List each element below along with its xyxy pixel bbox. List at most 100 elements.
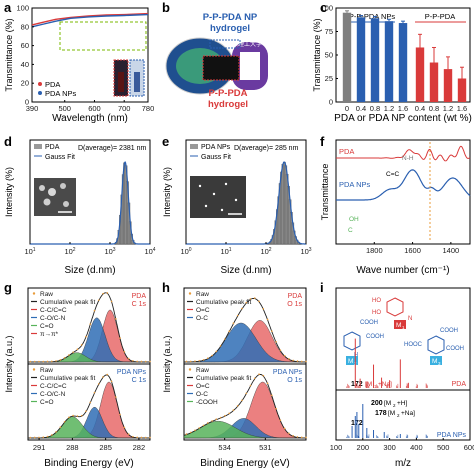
top-raw-point — [228, 330, 230, 333]
panel-h-xlabel: Binding Energy (eV) — [200, 458, 290, 469]
legend-label-pda-nps-hist: PDA NPs — [201, 144, 231, 151]
top-raw-point — [97, 299, 100, 301]
panel-c-group2: P-P-PDA — [425, 12, 455, 21]
panel-d-xlabel: Size (d.nm) — [64, 265, 115, 276]
panel-label-h: h — [162, 280, 170, 295]
top-raw-point — [224, 338, 226, 340]
x-tick-label: 400 — [410, 443, 423, 452]
peak-annotation-200: 200 [M 2 +H] — [371, 400, 407, 408]
x-tick-label: 100 — [180, 247, 191, 256]
bottom-raw-point — [288, 432, 290, 435]
bottom-raw-point — [97, 383, 100, 385]
bottom-raw-point — [119, 413, 121, 416]
panel-g-tag-top2: C 1s — [132, 301, 147, 308]
panel-g-ticks: 291 288 285 282 — [33, 438, 145, 452]
top-legend-label: C-O/C-N — [40, 315, 66, 322]
sem-particle — [198, 184, 202, 188]
gauss-fit-line — [30, 161, 150, 245]
panel-i-frame — [335, 287, 471, 441]
bottom-legend-marker — [188, 368, 192, 371]
panel-f-plot — [336, 145, 471, 201]
x-tick-label: 780 — [142, 104, 155, 113]
panel-b: b P-P-PDA NP hydrogel 北京理工大学 P-P-PDA hyd… — [162, 0, 268, 110]
panel-b-bottom-text2: hydrogel — [208, 99, 248, 110]
peak-178-label: [M — [388, 410, 395, 417]
x-tick-label: 500 — [437, 443, 450, 452]
logo-text: 北京理工大学 — [226, 40, 262, 48]
x-tick-label: 0.8 — [429, 104, 439, 113]
top-legend-label: O-C — [196, 315, 208, 322]
bar-3 — [384, 21, 394, 102]
top-raw-point — [241, 307, 243, 310]
x-tick-label: 282 — [133, 443, 146, 452]
top-raw-point — [72, 351, 74, 353]
series-line-pda — [336, 145, 471, 162]
top-raw-point — [127, 357, 130, 360]
panel-i-ticks: 100 200 300 400 500 600 — [330, 438, 474, 452]
bottom-raw-point — [271, 394, 273, 397]
panel-a-plot — [31, 12, 149, 28]
panel-label-c: c — [320, 0, 327, 15]
structure-m3-label: M — [432, 358, 437, 365]
panel-i-plot — [346, 338, 428, 438]
top-raw-point — [292, 359, 294, 362]
panel-h-plot — [183, 297, 307, 439]
legend-marker-pda-nps-hist — [190, 144, 198, 149]
panel-h-tag-top: PDA — [288, 293, 303, 300]
panel-g-xlabel: Binding Energy (eV) — [44, 458, 134, 469]
x-tick-label: 101 — [24, 247, 35, 256]
bottom-legend-label: C-C/C=C — [40, 383, 67, 390]
peak-178-sub: 2 — [397, 413, 400, 418]
top-raw-point — [93, 309, 96, 312]
x-tick-label: 531 — [259, 443, 272, 452]
top-raw-point — [59, 359, 62, 361]
y-tick-label: 0 — [25, 98, 29, 107]
panel-e-xlabel: Size (d.nm) — [220, 265, 271, 276]
bottom-raw-point — [72, 414, 74, 417]
structure-m1-ho2: HO — [372, 310, 381, 316]
sem-particle — [212, 192, 216, 196]
bottom-raw-point — [279, 419, 282, 421]
bottom-legend-label: O-C — [196, 391, 208, 398]
x-tick-label: 600 — [88, 104, 101, 113]
x-tick-label: 0.8 — [370, 104, 380, 113]
panel-e-ylabel: Intensity (%) — [162, 167, 172, 217]
bottom-raw-point — [275, 407, 277, 410]
bottom-raw-point — [80, 414, 83, 417]
structure-m3-badge — [430, 356, 442, 365]
structure-m2-h: H — [354, 352, 358, 358]
bottom-raw-point — [215, 418, 218, 420]
bottom-raw-point — [219, 416, 222, 419]
structure-m3-sub: 3 — [438, 361, 441, 366]
top-raw-point — [232, 322, 235, 325]
bottom-raw-point — [42, 436, 45, 438]
series-line-pda-nps — [336, 169, 471, 201]
bar-2 — [370, 18, 380, 103]
top-raw-point — [258, 300, 260, 303]
top-legend-label: Raw — [196, 291, 209, 298]
top-cumulative-fit — [184, 297, 306, 363]
panel-a-ylabel: Transmittance (%) — [4, 18, 14, 91]
x-tick-label: 0.4 — [356, 104, 366, 113]
bottom-raw-point — [68, 416, 70, 419]
bottom-raw-point — [102, 376, 104, 378]
top-raw-point — [236, 314, 239, 317]
panel-f-xlabel: Wave number (cm⁻¹) — [356, 265, 449, 276]
panel-g-ylabel: Intensity (a.u.) — [4, 335, 14, 392]
peak-200-label: [M — [384, 400, 391, 407]
top-raw-point — [215, 350, 218, 353]
top-raw-point — [279, 349, 282, 351]
sem-particle — [39, 185, 45, 191]
top-raw-point — [102, 292, 104, 295]
bottom-raw-point — [266, 382, 269, 385]
x-tick-label: 1.6 — [457, 104, 467, 113]
structure-m1-sub: 1 — [402, 325, 405, 330]
inset-vial-pda-nps — [134, 72, 140, 92]
panel-e-ticks: 100 101 102 103 — [180, 242, 312, 256]
bottom-raw-point — [33, 436, 36, 439]
bottom-raw-point — [185, 433, 188, 435]
bottom-raw-point — [198, 427, 201, 429]
bottom-legend-label: Cumulative peak fit — [40, 375, 95, 382]
legend-marker-pda — [38, 82, 42, 86]
